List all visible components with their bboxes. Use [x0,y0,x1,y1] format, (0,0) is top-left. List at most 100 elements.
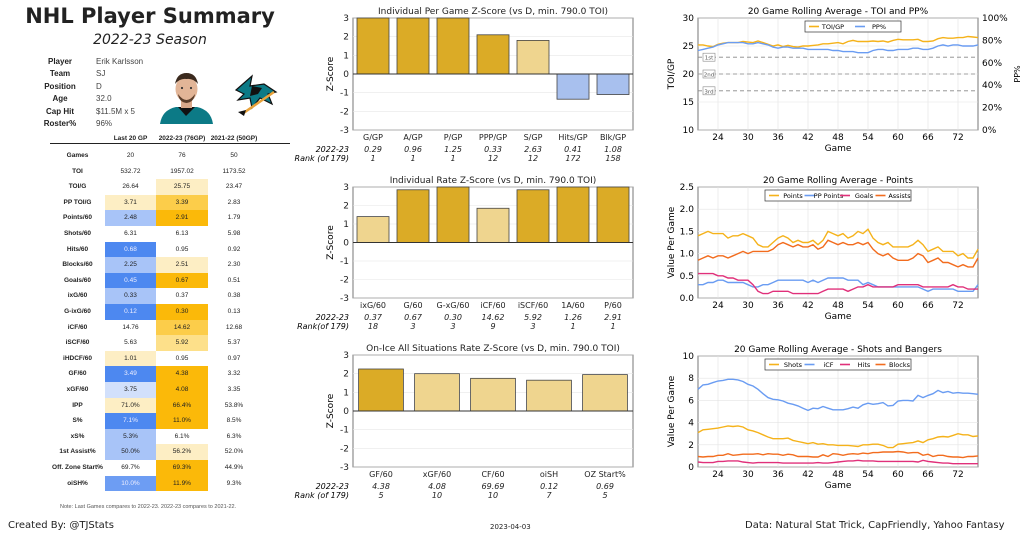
y-tick-label: 15 [683,98,694,108]
season-subtitle: 2022-23 Season [93,32,207,48]
stat-cell: 44.9% [224,464,244,471]
stat-cell: 2.48 [105,210,156,226]
stat-cell: 5.98 [227,230,241,237]
x-tick-label: S/GP [524,133,543,142]
rank-label: 10 [488,491,498,500]
stat-cell: 20 [126,152,135,159]
table-row: GF/60 3.49 4.38 3.32 [50,366,290,382]
chart-title: 20 Game Rolling Average - Shots and Bang… [734,345,942,355]
stat-cell: 0.45 [105,272,156,289]
rank-label: 158 [605,154,620,163]
zscore-bar-chart: -3-2-10123GF/604.385xGF/604.0810CF/6069.… [295,344,634,500]
stat-cell: 3.49 [105,366,156,382]
y-tick-label: 20 [683,70,695,80]
legend-label: TOI/GP [821,23,844,31]
stat-name: Goals/60 [63,276,92,284]
stat-cell: 1173.52 [222,167,246,175]
stat-value-label: 0.37 [364,313,383,322]
stat-cell: 3.75 [105,382,156,398]
bar [556,73,590,100]
stat-cell: 0.67 [156,272,208,289]
x-tick-label: GF/60 [369,470,393,479]
y-tick-label: 30 [683,14,695,24]
x-axis-label: Game [825,481,852,491]
legend-box [764,189,912,202]
y-tick-label: 10 [683,126,695,136]
footer-credit: Created By: @TJStats [8,520,114,531]
table-row: xGF/60 3.75 4.08 3.35 [50,382,290,398]
rank-label: 172 [565,154,580,163]
stat-cell: 23.47 [225,183,243,191]
bar [414,373,460,412]
stat-name: xGF/60 [66,386,89,393]
info-label: Team [49,69,71,79]
stat-cell: 0.33 [105,288,156,304]
y-right-tick-label: 80% [982,36,1002,46]
y-axis-label: Value Per Game [667,375,677,447]
stat-cell: 56.2% [156,444,208,460]
table-row: 1st Assist% 50.0% 56.2% 52.0% [50,444,290,460]
stat-value-label: 0.33 [484,145,502,154]
table-row: Shots/60 6.31 6.13 5.98 [50,226,290,242]
stat-cell: 52.0% [224,448,244,456]
y-tick-label: 6 [688,396,694,406]
y-right-tick-label: 40% [982,81,1002,91]
rank-label: 10 [432,491,442,500]
stat-name: PP TOI/G [63,198,92,206]
legend-label: Assists [888,192,911,200]
x-tick-label: 1A/60 [561,301,584,310]
stat-cell: 50.0% [105,444,156,460]
rank-label: 1 [410,154,415,163]
x-tick-label: 72 [952,133,963,143]
stat-value-label: 1.25 [444,145,462,154]
stat-name: IPP [72,401,83,409]
stat-cell: 1.01 [105,350,156,367]
y-tick-label: 0 [343,70,349,80]
bar [596,186,630,243]
column-header: Last 20 GP [113,135,148,142]
series-line [697,450,979,459]
x-tick-label: 30 [742,470,754,480]
stat-cell: 4.38 [156,366,208,382]
y-axis-label: TOI/GP [667,58,677,90]
x-tick-label: P/60 [604,301,622,310]
player-info-row: Player Erik Karlsson [30,57,180,69]
legend-label: Hits [858,361,871,369]
x-tick-label: 24 [712,133,724,143]
rank-label: 12 [528,154,538,163]
stat-cell: 4.08 [156,382,208,398]
x-tick-label: Hits/GP [558,133,587,142]
stat-name: GF/60 [68,370,87,378]
x-tick-label: 60 [892,470,904,480]
x-tick-label: A/GP [403,133,422,142]
x-tick-label: 36 [772,470,784,480]
bar [476,207,510,243]
stat-name: TOI [72,167,83,175]
y-tick-label: 3 [343,351,349,361]
stat-cell: 25.75 [156,179,208,195]
y-tick-label: -3 [340,463,349,473]
x-axis-label: Game [825,312,852,322]
table-row: IPP 71.0% 66.4% 53.8% [50,397,290,414]
x-tick-label: 36 [772,301,784,311]
stat-name: ixG/60 [67,292,88,300]
x-tick-label: 60 [892,301,904,311]
x-tick-label: 72 [952,470,963,480]
y-axis-label: Z-Score [326,56,336,91]
reference-label-box [702,86,716,96]
stat-name: iSCF/60 [65,339,90,347]
y-right-tick-label: 100% [982,14,1008,24]
legend-label: PP% [872,23,886,31]
y-right-tick-label: 60% [982,59,1002,69]
stat-cell: 11.9% [156,475,208,492]
bar [556,186,590,243]
stat-name: xS% [70,432,85,440]
rank-label: 7 [546,491,552,500]
stat-cell: 0.38 [227,292,241,300]
player-info-row: Team SJ [30,69,180,81]
info-value: D [96,81,102,91]
stat-name: G-ixG/60 [64,308,91,315]
x-tick-label: 42 [802,301,813,311]
stat-name: S% [72,417,83,425]
y-tick-label: 2 [343,202,349,212]
